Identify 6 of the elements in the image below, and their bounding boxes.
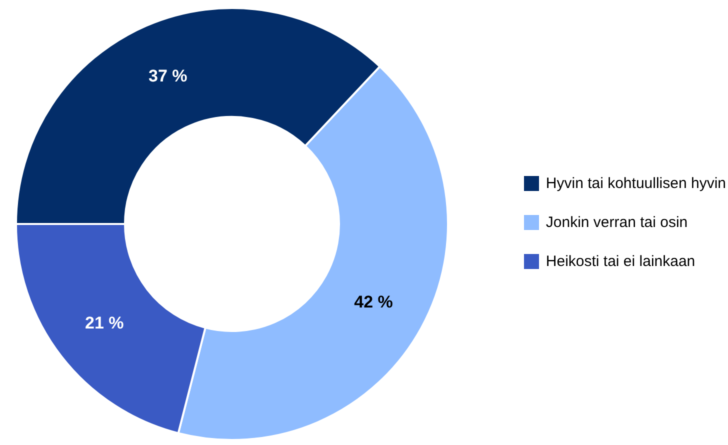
legend-label: Jonkin verran tai osin xyxy=(546,214,688,231)
legend-label: Hyvin tai kohtuullisen hyvin xyxy=(546,175,726,192)
data-label: 42 % xyxy=(354,292,393,312)
legend-label: Heikosti tai ei lainkaan xyxy=(546,253,696,270)
data-label: 21 % xyxy=(85,313,124,332)
data-label: 37 % xyxy=(148,66,188,86)
